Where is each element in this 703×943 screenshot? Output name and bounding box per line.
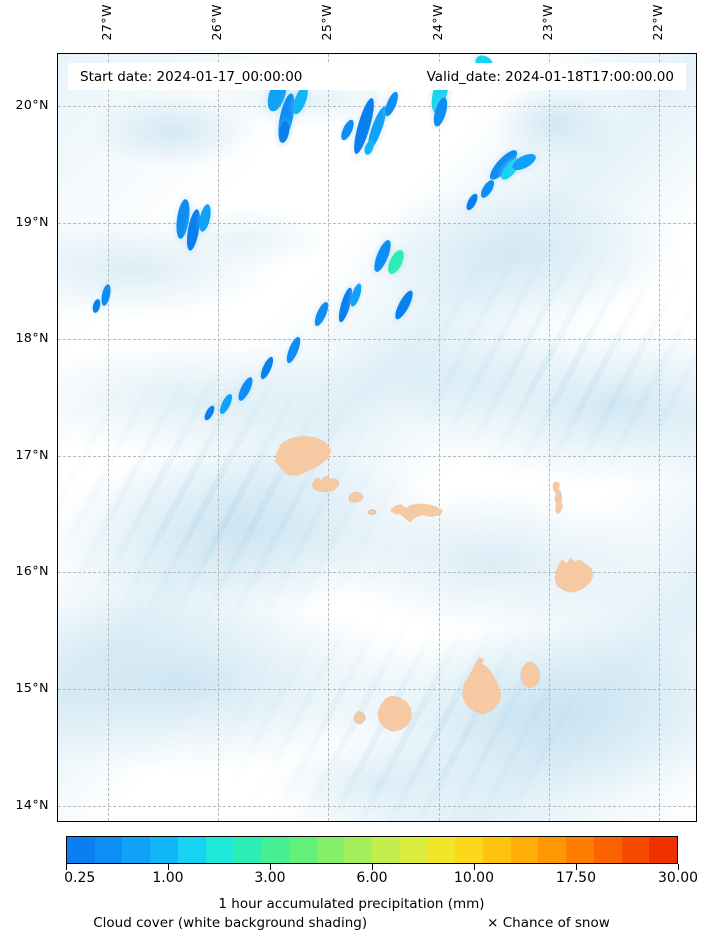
colorbar-segment [67, 837, 95, 863]
colorbar-segment [288, 837, 317, 863]
colorbar-segment [483, 837, 511, 863]
lat-tick-label: 14°N [15, 796, 49, 812]
colorbar-tick-label: 3.00 [254, 870, 286, 886]
island-maio [519, 661, 543, 689]
colorbar-segment [261, 837, 289, 863]
colorbar-tick [372, 864, 373, 870]
colorbar-tick [575, 864, 577, 870]
island-branco-raso [367, 509, 377, 515]
gridline-vertical [659, 54, 661, 821]
cloud-cover-legend: Cloud cover (white background shading) [93, 915, 368, 931]
gridline-vertical [549, 54, 551, 821]
colorbar-segment [510, 837, 539, 863]
lon-tick-label: 22°W [650, 4, 666, 41]
colorbar-gradient [66, 836, 678, 864]
island-sao-vicente [311, 475, 341, 493]
colorbar-ticks: 0.25 1.00 3.00 6.00 10.00 17.50 30.00 [64, 864, 698, 886]
colorbar-tick-label: 17.50 [555, 870, 597, 886]
snow-legend: × Chance of snow [487, 915, 610, 931]
island-santiago [458, 656, 506, 716]
colorbar-segment [621, 837, 650, 863]
start-date-label: Start date: 2024-01-17_00:00:00 [80, 68, 303, 85]
island-fogo [376, 695, 414, 733]
colorbar-segment [455, 837, 484, 863]
colorbar-tick [473, 864, 475, 870]
island-santo-antao [273, 435, 333, 477]
graticule-layer [58, 54, 696, 821]
colorbar-tick-label: 10.00 [453, 870, 494, 886]
island-sal [549, 481, 569, 515]
lat-tick-label: 18°N [15, 330, 49, 346]
colorbar-segment [427, 837, 456, 863]
gridline-horizontal [58, 805, 696, 807]
lat-tick-label: 15°N [15, 680, 49, 695]
colorbar-segment [150, 837, 178, 863]
colorbar-tick-label: 30.00 [657, 870, 699, 886]
colorbar-tick [678, 864, 679, 870]
gridline-horizontal [58, 455, 696, 457]
island-boa-vista [553, 556, 595, 594]
gridline-horizontal [58, 222, 696, 224]
gridline-horizontal [58, 572, 696, 574]
map-canvas [58, 54, 696, 821]
colorbar-segment [316, 837, 345, 863]
cloud-cover-layer [58, 54, 696, 821]
colorbar-tick [269, 864, 271, 870]
lon-tick-label: 23°W [540, 4, 556, 41]
island-brava [353, 711, 367, 725]
colorbar-tick [167, 864, 169, 870]
colorbar-segment [399, 837, 428, 863]
colorbar-tick-label: 1.00 [152, 870, 184, 886]
colorbar-segment [177, 837, 206, 863]
colorbar-segment [372, 837, 400, 863]
colorbar-segment [94, 837, 123, 863]
colorbar-tick-label: 0.25 [64, 870, 96, 886]
gridline-vertical [328, 54, 330, 821]
colorbar-segment [344, 837, 373, 863]
colorbar-segment [649, 837, 678, 863]
colorbar-tick [66, 864, 67, 870]
lat-tick-label: 16°N [15, 563, 49, 579]
gridline-vertical [107, 54, 109, 821]
colorbar-segment [538, 837, 567, 863]
gridline-horizontal [58, 339, 696, 341]
valid-date-label: Valid_date: 2024-01-18T17:00:00.00 [426, 68, 674, 85]
lat-tick-label: 20°N [15, 97, 49, 113]
lat-tick-label: 17°N [15, 446, 49, 462]
gridline-horizontal [58, 689, 696, 690]
colorbar-segment [205, 837, 234, 863]
colorbar-segment [566, 837, 594, 863]
colorbar-title: 1 hour accumulated precipitation (mm) [218, 896, 485, 912]
colorbar-segment [122, 837, 151, 863]
gridline-vertical [218, 54, 219, 821]
map-plot-area[interactable]: Start date: 2024-01-17_00:00:00 Valid_da… [57, 53, 697, 822]
island-santa-luzia [348, 491, 364, 503]
colorbar-segment [233, 837, 262, 863]
colorbar[interactable]: 0.25 1.00 3.00 6.00 10.00 17.50 30.00 [64, 836, 698, 886]
lon-tick-label: 25°W [319, 4, 335, 41]
date-info-bar: Start date: 2024-01-17_00:00:00 Valid_da… [68, 63, 686, 90]
lon-tick-label: 24°W [429, 4, 445, 41]
colorbar-tick-label: 6.00 [356, 870, 388, 886]
gridline-vertical [438, 54, 440, 821]
lon-tick-label: 27°W [98, 4, 114, 41]
island-layer [58, 54, 696, 821]
legend-row: Cloud cover (white background shading) ×… [0, 915, 703, 931]
colorbar-segment [593, 837, 622, 863]
lon-tick-label: 26°W [209, 4, 224, 41]
island-sao-nicolau [389, 501, 444, 523]
cloud-cover-texture-layer [58, 54, 696, 821]
snow-cross-icon: × [487, 915, 499, 931]
snow-legend-label: Chance of snow [502, 915, 610, 931]
lat-tick-label: 19°N [15, 213, 49, 229]
